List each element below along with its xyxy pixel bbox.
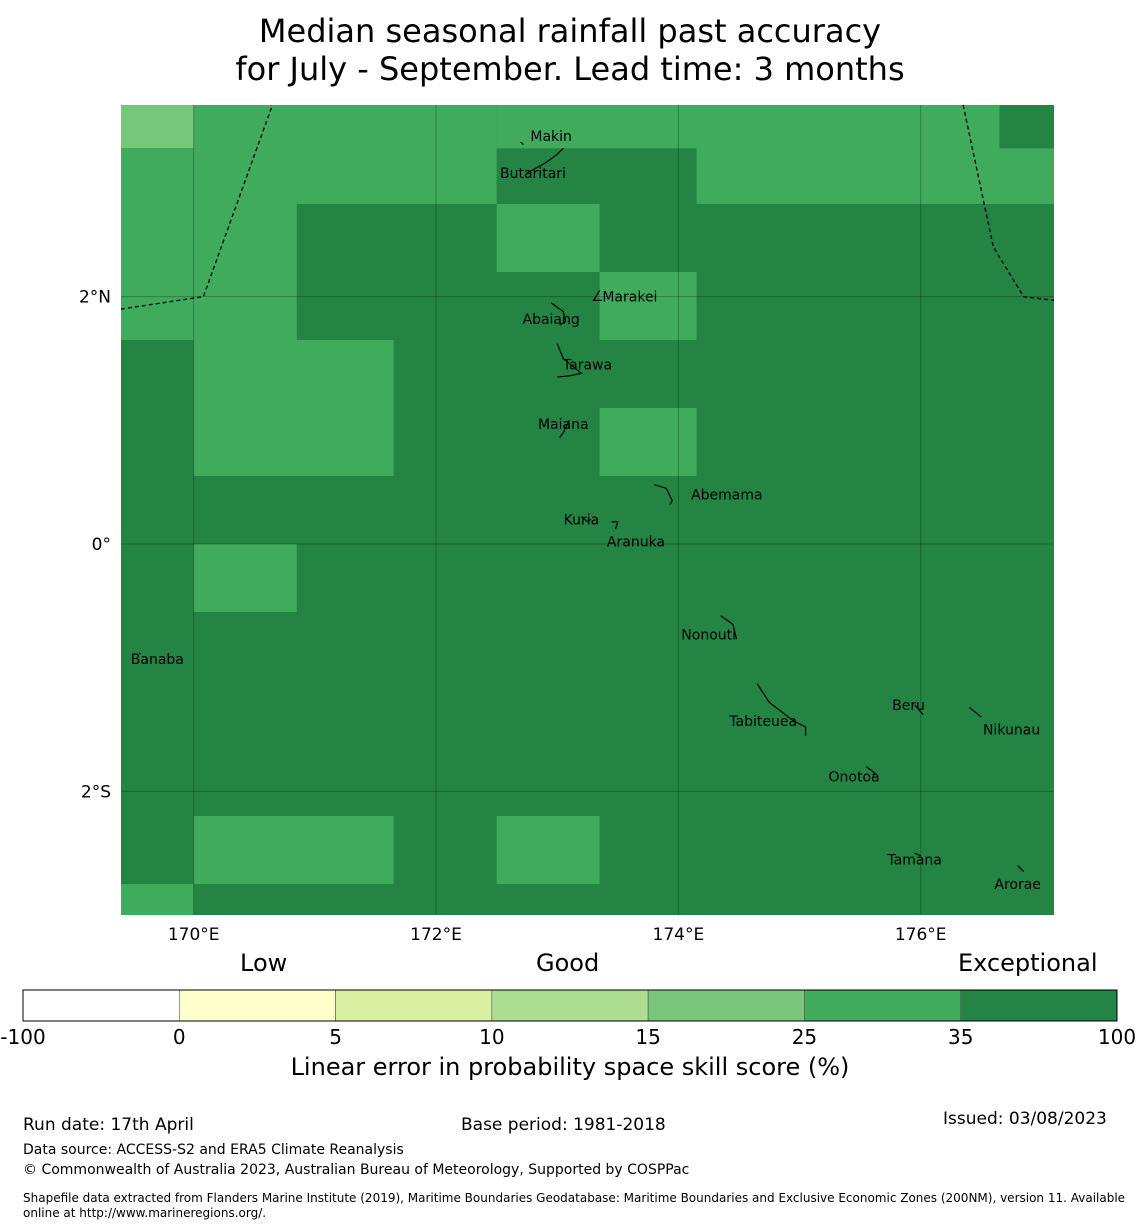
skill-grid-cell xyxy=(599,407,697,476)
lat-tick-label: 2°S xyxy=(81,782,111,802)
island-outline xyxy=(138,652,141,655)
place-label: Tarawa xyxy=(562,358,612,374)
island-outline xyxy=(526,147,564,174)
colorbar-tick-label: 0 xyxy=(172,1025,186,1049)
skill-grid-cell xyxy=(121,105,194,149)
place-label: Butaritari xyxy=(500,166,566,182)
island-outline xyxy=(756,683,807,736)
skill-grid-cell xyxy=(193,816,394,885)
place-label: Kuria xyxy=(564,512,600,528)
colorbar-header-exceptional: Exceptional xyxy=(958,949,1098,977)
lat-tick-label: 2°N xyxy=(79,288,111,308)
island-outline xyxy=(653,484,674,505)
colorbar-frame xyxy=(22,989,1118,1022)
skill-grid-cell xyxy=(999,148,1054,204)
colorbar-axis-label: Linear error in probability space skill … xyxy=(290,1053,850,1081)
skill-grid-cell xyxy=(121,148,194,340)
island-outline xyxy=(559,420,570,439)
run-date: Run date: 17th April xyxy=(23,1115,194,1135)
skill-colorbar xyxy=(22,989,1118,1022)
island-outline xyxy=(914,704,924,716)
skill-grid-cell xyxy=(121,884,194,915)
skill-grid-cell xyxy=(193,105,497,204)
colorbar-tick-label: -100 xyxy=(0,1025,46,1049)
colorbar-segment xyxy=(178,989,336,1022)
colorbar-segment xyxy=(335,989,493,1022)
map-title-line2: for July - September. Lead time: 3 month… xyxy=(235,50,905,88)
island-outline xyxy=(550,302,567,326)
island-outline xyxy=(914,852,921,857)
place-label: Tamana xyxy=(886,852,941,868)
lon-tick-label: 174°E xyxy=(653,925,705,945)
island-outline xyxy=(592,290,603,301)
place-label: Tabiteuea xyxy=(728,714,797,730)
colorbar-tick-label: 25 xyxy=(791,1025,818,1049)
island-outline xyxy=(1017,865,1025,873)
place-label: Makin xyxy=(530,129,572,145)
place-label: Aranuka xyxy=(607,535,665,551)
lon-tick-label: 172°E xyxy=(410,925,462,945)
island-outline xyxy=(611,521,619,530)
colorbar-header-low: Low xyxy=(240,949,288,977)
colorbar-tick-label: 100 xyxy=(1097,1025,1137,1049)
island-outline xyxy=(556,343,583,378)
island-outline xyxy=(968,706,982,718)
colorbar-segment xyxy=(22,989,180,1022)
skill-grid-cell xyxy=(496,105,697,149)
skill-grid-cell xyxy=(193,203,297,340)
copyright-notice: © Commonwealth of Australia 2023, Austra… xyxy=(23,1162,690,1178)
skill-grid-cell xyxy=(193,544,297,613)
skill-grid-cell xyxy=(193,339,394,476)
lat-tick-label: 0° xyxy=(92,535,111,555)
colorbar-segment xyxy=(960,989,1118,1022)
skill-grid-cell xyxy=(599,271,697,340)
place-label: Onotoa xyxy=(829,769,880,785)
colorbar-tick-label: 15 xyxy=(635,1025,661,1049)
island-outline xyxy=(720,615,738,640)
colorbar-tick-label: 35 xyxy=(947,1025,974,1049)
place-label: Maiana xyxy=(538,417,589,433)
place-label: Nonouti xyxy=(681,627,736,643)
island-outline xyxy=(581,516,592,523)
place-label: Abaiang xyxy=(523,312,580,328)
colorbar-segment xyxy=(491,989,649,1022)
skill-grid-cell xyxy=(496,203,600,272)
data-source: Data source: ACCESS-S2 and ERA5 Climate … xyxy=(23,1142,404,1158)
colorbar-tick-label: 5 xyxy=(329,1025,342,1049)
eez-boundary-line xyxy=(962,104,1055,302)
shapefile-credit: Shapefile data extracted from Flanders M… xyxy=(23,1191,1126,1220)
place-label: Arorae xyxy=(994,877,1041,893)
base-period: Base period: 1981-2018 xyxy=(461,1115,666,1135)
place-label: Nikunau xyxy=(983,723,1040,739)
skill-grid-cell xyxy=(496,816,600,885)
island-outline xyxy=(865,766,876,780)
colorbar-tick-label: 10 xyxy=(479,1025,505,1049)
place-label: Beru xyxy=(892,698,925,714)
eez-boundary-line xyxy=(120,104,274,310)
rainfall-skill-map: 170°E 172°E 174°E 176°E 2°N 0° 2°S Makin Butarit… xyxy=(79,104,1055,945)
colorbar-header-good: Good xyxy=(536,949,600,977)
lon-tick-label: 170°E xyxy=(168,925,220,945)
skill-grid-cell xyxy=(696,105,1000,204)
colorbar-segment xyxy=(804,989,962,1022)
colorbar-segment xyxy=(647,989,805,1022)
lon-tick-label: 176°E xyxy=(895,925,947,945)
map-title-line1: Median seasonal rainfall past accuracy xyxy=(258,12,882,50)
place-label: Banaba xyxy=(131,652,184,668)
island-outline xyxy=(520,141,524,145)
place-label: Marakei xyxy=(602,290,657,306)
issued-date: Issued: 03/08/2023 xyxy=(943,1109,1107,1129)
place-label: Abemama xyxy=(691,488,763,504)
